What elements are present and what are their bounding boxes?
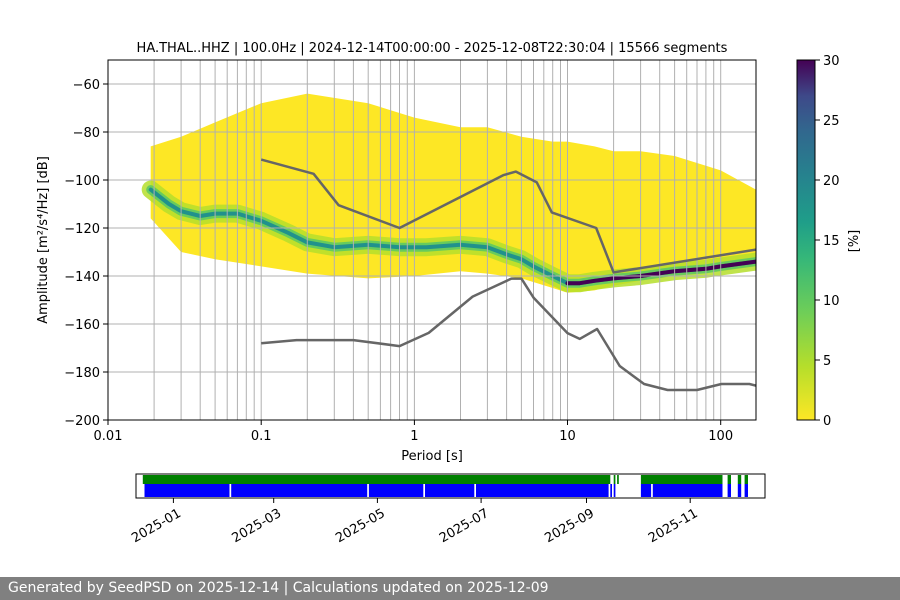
psd-plot-area: 0.01 0.1 1 10 100 −60 −80 −100 −120 −140 −160 −180… [36, 59, 757, 464]
timeline-frame [135, 473, 766, 499]
y-tick-label: −100 [64, 174, 100, 189]
y-tick-label: −60 [73, 78, 100, 93]
timeline-processed-bar [737, 475, 742, 484]
x-axis-ticks: 0.01 0.1 1 10 100 [94, 420, 733, 444]
x-tick-label: 10 [559, 429, 576, 444]
grid-lines [108, 60, 756, 420]
timeline-tick-label: 2025-05 [333, 506, 388, 546]
timeline-available-bar [727, 484, 731, 497]
timeline-tick-label: 2025-03 [230, 506, 285, 546]
y-tick-label: −140 [64, 270, 100, 285]
y-tick-label: −200 [64, 414, 100, 429]
colorbar-tick-label: 10 [823, 294, 840, 309]
timeline-available-bar [737, 484, 742, 497]
colorbar-tick-label: 25 [823, 114, 840, 129]
y-tick-label: −160 [64, 318, 100, 333]
y-tick-label: −180 [64, 366, 100, 381]
footer: Generated by SeedPSD on 2025-12-14 | Cal… [0, 577, 900, 600]
timeline-tick-label: 2025-11 [646, 506, 701, 546]
colorbar-tick-label: 30 [823, 54, 840, 69]
colorbar-label: [%] [847, 230, 862, 253]
timeline-processed-bar [640, 475, 723, 484]
plot-frame [107, 59, 757, 421]
colorbar-tick-label: 15 [823, 234, 840, 249]
colorbar-tick-label: 20 [823, 174, 840, 189]
timeline-processed-bar [744, 475, 748, 484]
timeline-processed-bar [613, 475, 616, 484]
timeline-tick-label: 2025-01 [129, 506, 184, 546]
timeline-processed-bar [727, 475, 731, 484]
timeline-available-bars [144, 484, 748, 497]
timeline-processed-bar [617, 475, 619, 484]
x-tick-label: 1 [410, 429, 418, 444]
timeline-processed-bar [142, 475, 611, 484]
colorbar-gradient [796, 59, 816, 421]
timeline-ticks: 2025-01 2025-03 2025-05 2025-07 2025-09 2025-… [129, 498, 701, 546]
timeline-available-bar [231, 484, 368, 497]
colorbar-tick-label: 0 [823, 414, 831, 429]
nlnm-curve [261, 277, 756, 392]
timeline-available-bar [476, 484, 609, 497]
timeline-available-bar [610, 484, 612, 497]
timeline-tick-label: 2025-09 [542, 506, 597, 546]
y-tick-label: −80 [73, 126, 100, 141]
x-tick-label: 0.01 [94, 429, 123, 444]
timeline-available-bar [368, 484, 424, 497]
colorbar: 0 5 10 15 20 25 30 [%] [796, 54, 862, 429]
colorbar-ticks: 0 5 10 15 20 25 30 [815, 54, 840, 429]
y-axis-label: Amplitude [m²/s⁴/Hz] [dB] [36, 156, 51, 324]
timeline-available-bar [652, 484, 723, 497]
x-tick-label: 0.1 [251, 429, 272, 444]
timeline-available-bar [425, 484, 475, 497]
y-axis-ticks: −60 −80 −100 −120 −140 −160 −180 −200 [64, 78, 108, 429]
x-tick-label: 100 [708, 429, 733, 444]
timeline-available-bar [744, 484, 748, 497]
y-tick-label: −120 [64, 222, 100, 237]
data-availability-timeline: 2025-01 2025-03 2025-05 2025-07 2025-09 2025-… [129, 473, 766, 546]
timeline-processed-bars [142, 475, 748, 484]
colorbar-tick-label: 5 [823, 354, 831, 369]
timeline-tick-label: 2025-07 [437, 506, 492, 546]
chart-title: HA.THAL..HHZ | 100.0Hz | 2024-12-14T00:0… [137, 41, 728, 56]
nhnm-curve [260, 158, 756, 274]
timeline-available-bar [613, 484, 616, 497]
timeline-available-bar [144, 484, 230, 497]
timeline-available-bar [640, 484, 652, 497]
x-axis-label: Period [s] [401, 449, 463, 464]
